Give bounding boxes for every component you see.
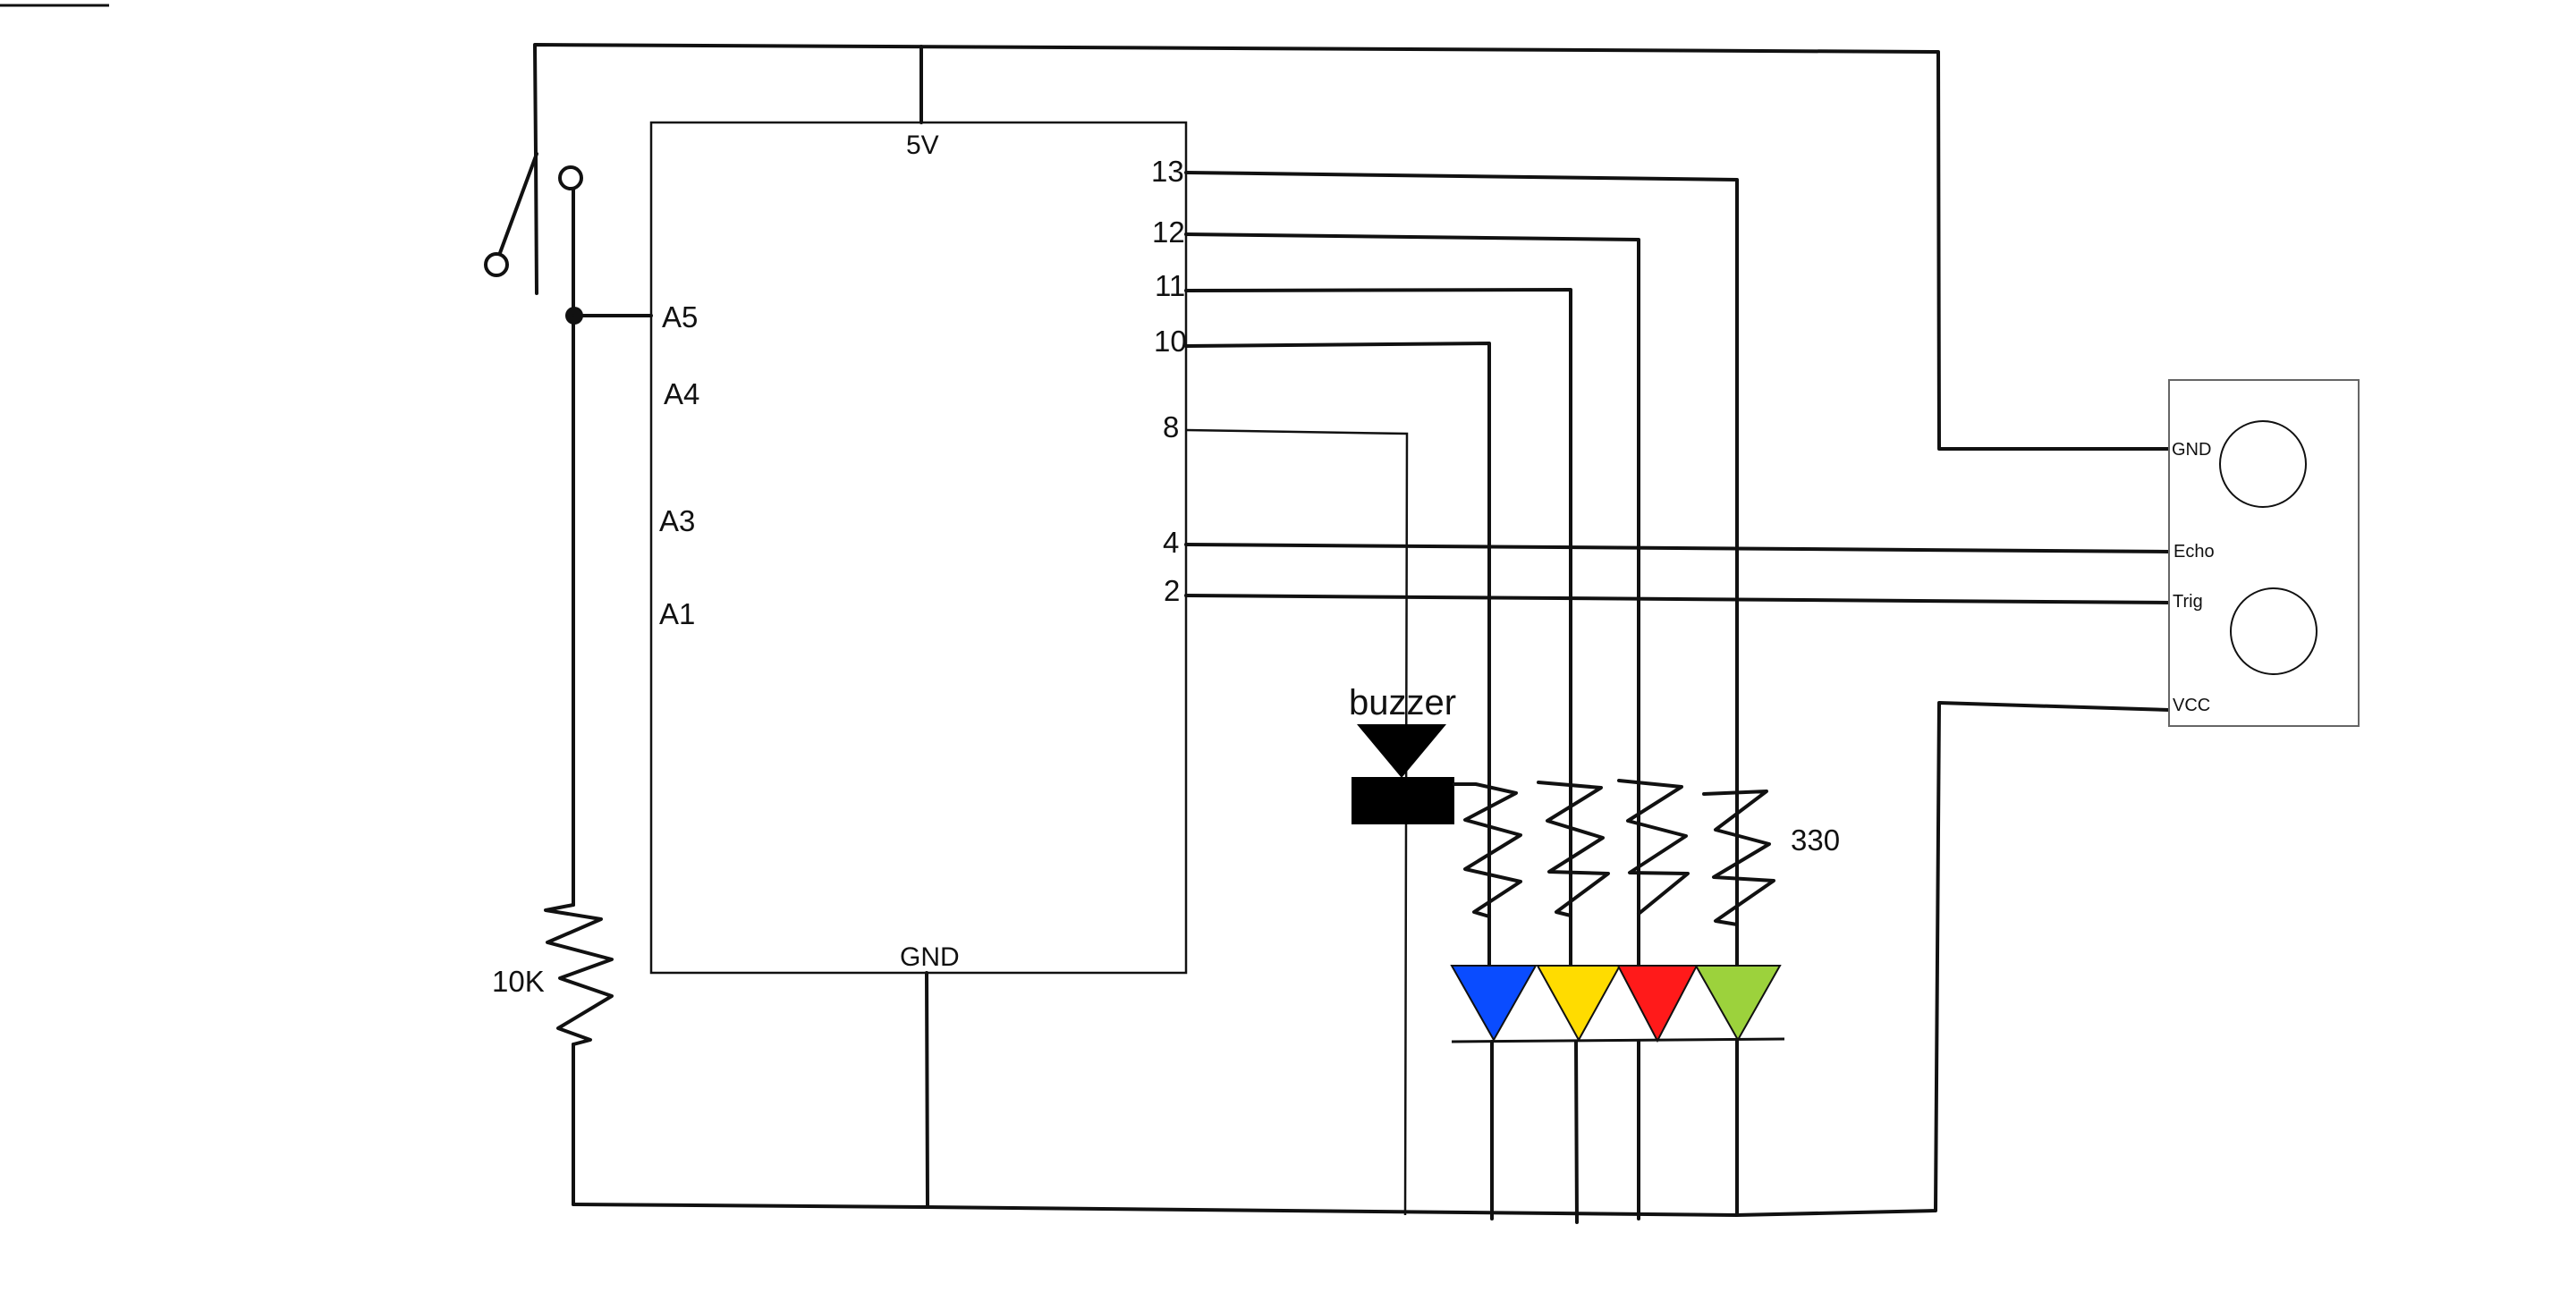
pin-12-label: 12 <box>1152 215 1185 249</box>
led-cathode-bar <box>1451 1037 1785 1043</box>
led-green <box>1694 965 1782 1043</box>
led-blue <box>1450 965 1538 1043</box>
wire-pin-12 <box>1184 232 1640 969</box>
wire-gnd-rail <box>572 701 2171 1217</box>
led-yellow <box>1536 965 1622 1043</box>
led-red <box>1616 965 1699 1043</box>
resistor-10k-label: 10K <box>492 965 545 998</box>
switch-terminal-right <box>558 165 583 190</box>
pin-a5-label: A5 <box>662 300 698 334</box>
pin-4-label: 4 <box>1163 526 1179 559</box>
sensor-transducer-top <box>2219 420 2307 508</box>
arduino-board <box>649 121 1188 975</box>
pin-2-label: 2 <box>1164 574 1180 607</box>
resistor-10k <box>544 903 614 1046</box>
sensor-transducer-bottom <box>2230 587 2318 675</box>
resistor-led-2 <box>1537 781 1610 917</box>
buzzer-symbol-body <box>1352 777 1454 824</box>
sensor-pin-vcc-label: VCC <box>2173 696 2210 715</box>
switch-lever <box>496 152 538 262</box>
resistor-led-4 <box>1702 790 1775 926</box>
pin-gnd-label: GND <box>900 942 960 972</box>
pin-8-label: 8 <box>1163 410 1179 443</box>
pin-10-label: 10 <box>1154 325 1187 358</box>
buzzer-label: buzzer <box>1349 683 1456 722</box>
pin-a4-label: A4 <box>664 377 699 410</box>
pin-5v-label: 5V <box>906 131 939 160</box>
resistor-330-label: 330 <box>1791 823 1840 857</box>
wire-5v-rail <box>533 43 2171 451</box>
wire-pin-10 <box>1184 342 1491 969</box>
wire-pin-11 <box>1184 288 1572 969</box>
sensor-pin-trig-label: Trig <box>2173 592 2203 612</box>
pin-13-label: 13 <box>1151 155 1184 188</box>
wire-board-gnd <box>925 971 929 1209</box>
sensor-pin-echo-label: Echo <box>2174 542 2215 562</box>
switch-terminal-left <box>484 252 509 277</box>
wire-pin-13 <box>1184 171 1739 969</box>
pin-a3-label: A3 <box>659 504 695 537</box>
resistor-led-1 <box>1453 782 1522 918</box>
wire-pin-2 <box>1184 594 2171 604</box>
wire-pin-8 <box>1185 428 1409 1216</box>
pin-11-label: 11 <box>1155 269 1185 302</box>
led-yellow-lead <box>1574 1040 1579 1224</box>
pin-a1-label: A1 <box>659 597 695 630</box>
sensor-pin-gnd-label: GND <box>2172 440 2211 460</box>
wire-pin-4 <box>1184 543 2171 553</box>
resistor-led-3 <box>1617 779 1690 916</box>
buzzer-symbol-triangle <box>1357 724 1446 778</box>
